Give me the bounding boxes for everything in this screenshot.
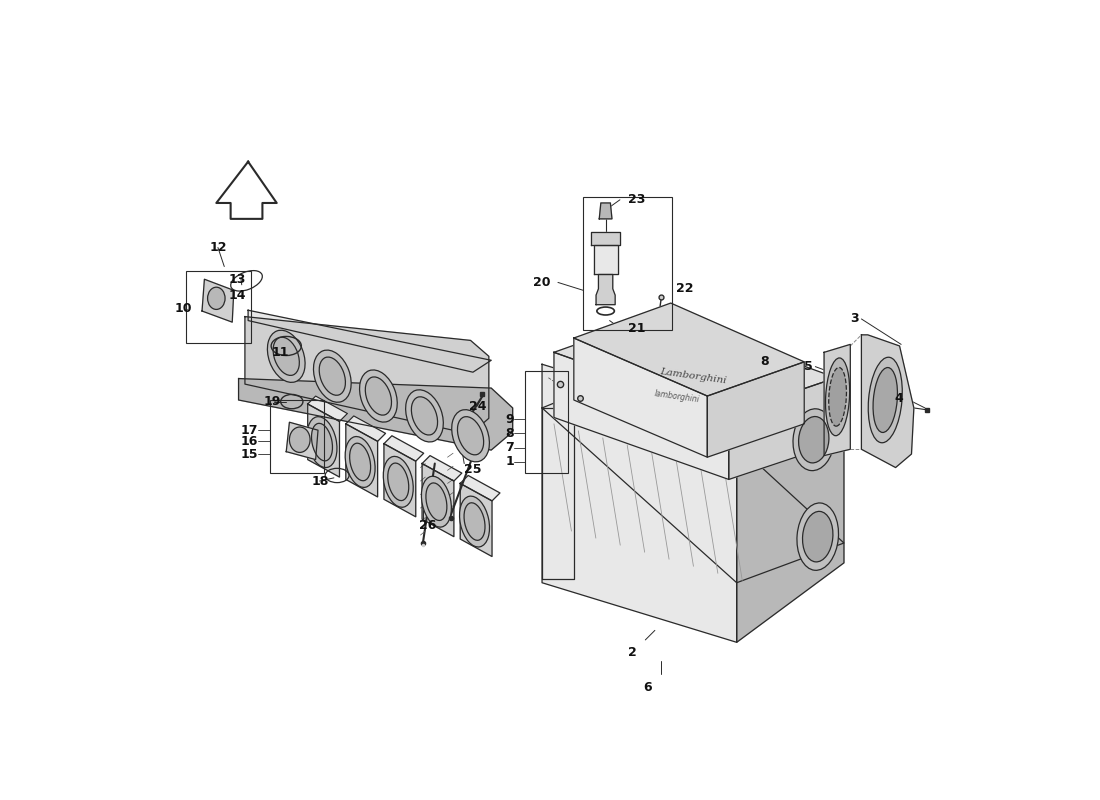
Ellipse shape xyxy=(311,423,332,461)
Ellipse shape xyxy=(825,358,849,436)
Polygon shape xyxy=(249,310,492,372)
Ellipse shape xyxy=(365,377,392,415)
Text: 20: 20 xyxy=(532,276,550,289)
Ellipse shape xyxy=(307,417,337,467)
Ellipse shape xyxy=(803,511,833,562)
Bar xyxy=(271,400,324,473)
Text: 21: 21 xyxy=(628,322,646,335)
Text: 11: 11 xyxy=(272,346,289,359)
Polygon shape xyxy=(202,279,234,322)
Ellipse shape xyxy=(267,330,305,382)
Text: 25: 25 xyxy=(464,463,482,477)
Ellipse shape xyxy=(208,287,226,310)
Polygon shape xyxy=(460,475,499,501)
Ellipse shape xyxy=(464,502,485,540)
Ellipse shape xyxy=(350,443,371,481)
Text: 4: 4 xyxy=(894,392,903,405)
Ellipse shape xyxy=(828,367,847,426)
Text: 6: 6 xyxy=(644,681,652,694)
Text: 3: 3 xyxy=(850,313,859,326)
Polygon shape xyxy=(542,408,574,578)
Bar xyxy=(186,271,251,342)
Text: Lamborghini: Lamborghini xyxy=(659,367,727,386)
Text: 9: 9 xyxy=(506,413,515,426)
Ellipse shape xyxy=(452,410,490,462)
Polygon shape xyxy=(308,404,340,477)
Polygon shape xyxy=(422,456,462,481)
Polygon shape xyxy=(542,364,737,642)
Polygon shape xyxy=(737,388,844,642)
Ellipse shape xyxy=(383,456,414,507)
Text: 1: 1 xyxy=(506,455,515,469)
Ellipse shape xyxy=(314,350,351,402)
Text: 12: 12 xyxy=(210,241,228,254)
Polygon shape xyxy=(542,364,844,582)
Ellipse shape xyxy=(873,367,898,433)
Polygon shape xyxy=(239,378,513,450)
Text: 10: 10 xyxy=(175,302,192,315)
Text: 8: 8 xyxy=(760,355,769,368)
Ellipse shape xyxy=(793,409,835,470)
Ellipse shape xyxy=(273,338,299,375)
Polygon shape xyxy=(600,203,612,219)
Text: 22: 22 xyxy=(675,282,693,295)
Ellipse shape xyxy=(289,427,310,453)
Text: 5: 5 xyxy=(804,360,813,373)
Polygon shape xyxy=(245,317,488,434)
Ellipse shape xyxy=(868,358,902,442)
Ellipse shape xyxy=(796,503,838,570)
Text: 19: 19 xyxy=(264,395,282,408)
Ellipse shape xyxy=(421,476,451,527)
Text: lamborghini: lamborghini xyxy=(653,389,701,405)
Text: 13: 13 xyxy=(229,273,246,286)
Text: 26: 26 xyxy=(419,519,437,532)
Polygon shape xyxy=(594,245,617,274)
Ellipse shape xyxy=(458,417,484,455)
Text: 2: 2 xyxy=(628,646,637,659)
Polygon shape xyxy=(596,274,615,305)
Text: 14: 14 xyxy=(229,289,246,302)
Polygon shape xyxy=(554,314,836,414)
Text: 24: 24 xyxy=(469,400,486,413)
Text: 23: 23 xyxy=(628,194,646,206)
Polygon shape xyxy=(286,422,318,459)
Text: 7: 7 xyxy=(506,441,515,454)
Bar xyxy=(583,197,672,330)
Ellipse shape xyxy=(426,483,447,521)
Polygon shape xyxy=(422,463,454,537)
Polygon shape xyxy=(384,436,424,461)
Text: 16: 16 xyxy=(240,435,257,448)
Polygon shape xyxy=(554,352,728,479)
Ellipse shape xyxy=(460,496,490,547)
Polygon shape xyxy=(592,231,620,245)
Text: 8: 8 xyxy=(506,427,515,440)
Polygon shape xyxy=(384,444,416,517)
Polygon shape xyxy=(460,483,492,557)
Ellipse shape xyxy=(319,357,345,395)
Polygon shape xyxy=(824,344,850,456)
Polygon shape xyxy=(861,335,914,467)
Polygon shape xyxy=(345,416,386,442)
Bar xyxy=(525,371,569,473)
Polygon shape xyxy=(345,424,377,497)
Polygon shape xyxy=(574,303,804,396)
Text: 15: 15 xyxy=(240,447,257,461)
Text: 17: 17 xyxy=(240,424,257,437)
Ellipse shape xyxy=(406,390,443,442)
Ellipse shape xyxy=(360,370,397,422)
Polygon shape xyxy=(707,362,804,457)
Ellipse shape xyxy=(345,437,375,487)
Ellipse shape xyxy=(388,463,409,501)
Ellipse shape xyxy=(411,397,438,435)
Polygon shape xyxy=(728,378,836,479)
Text: 18: 18 xyxy=(311,474,329,487)
Ellipse shape xyxy=(799,417,829,463)
Polygon shape xyxy=(308,396,348,422)
Polygon shape xyxy=(574,338,707,457)
